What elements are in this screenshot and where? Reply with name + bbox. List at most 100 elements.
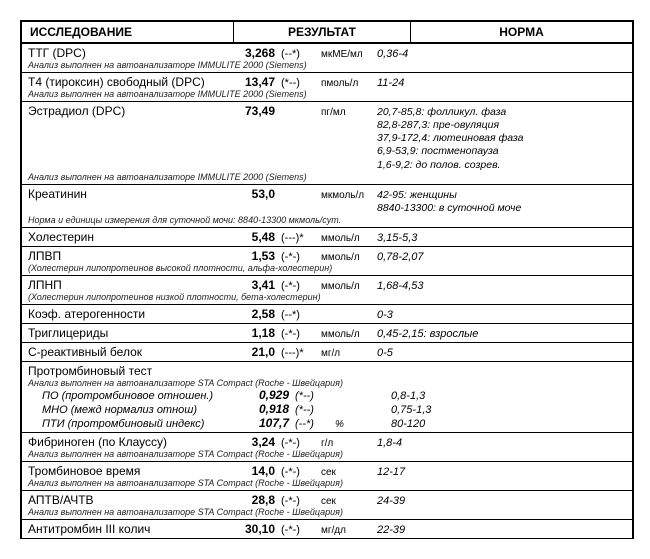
result-value: 13,47 xyxy=(223,75,281,89)
flag: (-*-) xyxy=(281,251,321,263)
row-prothrombin: Протромбиновый тест Анализ выполнен на а… xyxy=(22,362,632,433)
flag: (*--) xyxy=(281,77,321,89)
flag: (-*-) xyxy=(281,495,321,507)
header-result: РЕЗУЛЬТАТ xyxy=(234,22,411,42)
norm-line: 20,7-85,8: фолликул. фаза xyxy=(377,106,626,119)
lab-report-table: ИССЛЕДОВАНИЕ РЕЗУЛЬТАТ НОРМА ТТГ (DPC) 3… xyxy=(20,20,634,539)
result-value: 73,49 xyxy=(223,104,281,118)
test-name: Т4 (тироксин) свободный (DPC) xyxy=(28,75,223,89)
row-antithrombin: Антитромбин III колич 30,10 (-*-) мг/дл … xyxy=(22,520,632,539)
norm-multi: 20,7-85,8: фолликул. фаза 82,8-287,3: пр… xyxy=(377,106,626,172)
norm: 1,8-4 xyxy=(377,437,626,449)
flag: (*--) xyxy=(295,404,335,416)
flag: (--*) xyxy=(281,309,321,321)
flag: (-*-) xyxy=(281,280,321,292)
row-creatinine: Креатинин 53,0 мкмоль/л 42-95: женщины 8… xyxy=(22,185,632,228)
unit: ммоль/л xyxy=(321,281,377,292)
flag: (-*-) xyxy=(281,328,321,340)
result-value: 1,53 xyxy=(223,249,281,263)
row-aptt: АПТВ/АЧТВ 28,8 (-*-) сек 24-39 Анализ вы… xyxy=(22,491,632,520)
result-value: 1,18 xyxy=(223,326,281,340)
row-fibrinogen: Фибриноген (по Клауссу) 3,24 (-*-) г/л 1… xyxy=(22,433,632,462)
test-name: Тромбиновое время xyxy=(28,464,223,478)
result-value: 30,10 xyxy=(223,522,281,536)
row-ldl: ЛПНП 3,41 (-*-) ммоль/л 1,68-4,53 (Холес… xyxy=(22,276,632,305)
result-value: 0,918 xyxy=(237,402,295,416)
result-value: 21,0 xyxy=(223,345,281,359)
norm: 0,78-2,07 xyxy=(377,251,626,263)
header-norm: НОРМА xyxy=(411,22,632,42)
result-value: 3,24 xyxy=(223,435,281,449)
unit: мкМЕ/мл xyxy=(321,49,377,60)
result-value: 14,0 xyxy=(223,464,281,478)
norm-line: 8840-13300: в суточной моче xyxy=(377,202,626,215)
row-estradiol: Эстрадиол (DPC) 73,49 пг/мл 20,7-85,8: ф… xyxy=(22,102,632,185)
norm: 0,8-1,3 xyxy=(391,390,626,402)
row-ttg: ТТГ (DPC) 3,268 (--*) мкМЕ/мл 0,36-4 Ана… xyxy=(22,44,632,73)
flag: (-*-) xyxy=(281,524,321,536)
flag: (-*-) xyxy=(281,437,321,449)
flag: (-*-) xyxy=(281,466,321,478)
analyzer-note: Анализ выполнен на автоанализаторе STA C… xyxy=(28,507,626,517)
row-triglycerides: Триглицериды 1,18 (-*-) ммоль/л 0,45-2,1… xyxy=(22,324,632,343)
norm-line: 37,9-172,4: лютеиновая фаза xyxy=(377,132,626,145)
unit: мг/л xyxy=(321,348,377,359)
flag: (--*) xyxy=(295,418,335,430)
result-value: 2,58 xyxy=(223,307,281,321)
norm: 1,68-4,53 xyxy=(377,280,626,292)
test-name: АПТВ/АЧТВ xyxy=(28,493,223,507)
test-name: ТТГ (DPC) xyxy=(28,46,223,60)
test-name: Эстрадиол (DPC) xyxy=(28,104,223,118)
norm: 3,15-5,3 xyxy=(377,232,626,244)
test-name: Холестерин xyxy=(28,230,223,244)
test-name: Триглицериды xyxy=(28,326,223,340)
test-name: Фибриноген (по Клауссу) xyxy=(28,435,223,449)
unit: г/л xyxy=(321,438,377,449)
norm-line: 6,9-53,9: постменопауза xyxy=(377,145,626,158)
row-thrombin-time: Тромбиновое время 14,0 (-*-) сек 12-17 А… xyxy=(22,462,632,491)
subtest-name: ПО (протромбиновое отношен.) xyxy=(28,390,237,402)
unit: пг/мл xyxy=(321,107,377,118)
row-crp: С-реактивный белок 21,0 (---)* мг/л 0-5 xyxy=(22,343,632,362)
norm: 0,45-2,15: взрослые xyxy=(377,328,626,340)
unit: мг/дл xyxy=(321,525,377,536)
norm: 0-5 xyxy=(377,347,626,359)
analyzer-note: Анализ выполнен на автоанализаторе STA C… xyxy=(28,378,626,388)
result-value: 0,929 xyxy=(237,388,295,402)
norm: 0,75-1,3 xyxy=(391,404,626,416)
norm: 0-3 xyxy=(377,309,626,321)
norm: 12-17 xyxy=(377,466,626,478)
norm: 24-39 xyxy=(377,495,626,507)
unit: % xyxy=(335,419,391,430)
ldl-note: (Холестерин липопротеинов низкой плотнос… xyxy=(28,292,626,302)
prothrombin-title: Протромбиновый тест xyxy=(28,364,626,378)
unit: ммоль/л xyxy=(321,233,377,244)
creatinine-note: Норма и единицы измерения для суточной м… xyxy=(28,215,626,225)
header-test: ИССЛЕДОВАНИЕ xyxy=(22,22,234,42)
test-name: Коэф. атерогенности xyxy=(28,307,223,321)
unit: пмоль/л xyxy=(321,78,377,89)
unit: ммоль/л xyxy=(321,329,377,340)
test-name: ЛПНП xyxy=(28,278,223,292)
unit: сек xyxy=(321,496,377,507)
result-value: 107,7 xyxy=(237,416,295,430)
header-row: ИССЛЕДОВАНИЕ РЕЗУЛЬТАТ НОРМА xyxy=(22,22,632,44)
row-t4: Т4 (тироксин) свободный (DPC) 13,47 (*--… xyxy=(22,73,632,102)
analyzer-note: Анализ выполнен на автоанализаторе STA C… xyxy=(28,478,626,488)
norm: 22-39 xyxy=(377,524,626,536)
norm-line: 42-95: женщины xyxy=(377,189,626,202)
norm-line: 1,6-9,2: до полов. созрев. xyxy=(377,159,626,172)
row-atherogenic: Коэф. атерогенности 2,58 (--*) 0-3 xyxy=(22,305,632,324)
norm-line: 82,8-287,3: пре-овуляция xyxy=(377,119,626,132)
norm-multi: 42-95: женщины 8840-13300: в суточной мо… xyxy=(377,189,626,215)
flag: (---)* xyxy=(281,232,321,244)
subtest-name: МНО (межд нормализ отнош) xyxy=(28,404,237,416)
test-name: Креатинин xyxy=(28,187,223,201)
analyzer-note: Анализ выполнен на автоанализаторе IMMUL… xyxy=(28,60,626,70)
test-name: Антитромбин III колич xyxy=(28,522,223,536)
row-hdl: ЛПВП 1,53 (-*-) ммоль/л 0,78-2,07 (Холес… xyxy=(22,247,632,276)
unit: ммоль/л xyxy=(321,252,377,263)
result-value: 3,41 xyxy=(223,278,281,292)
norm: 11-24 xyxy=(377,77,626,89)
unit: сек xyxy=(321,467,377,478)
